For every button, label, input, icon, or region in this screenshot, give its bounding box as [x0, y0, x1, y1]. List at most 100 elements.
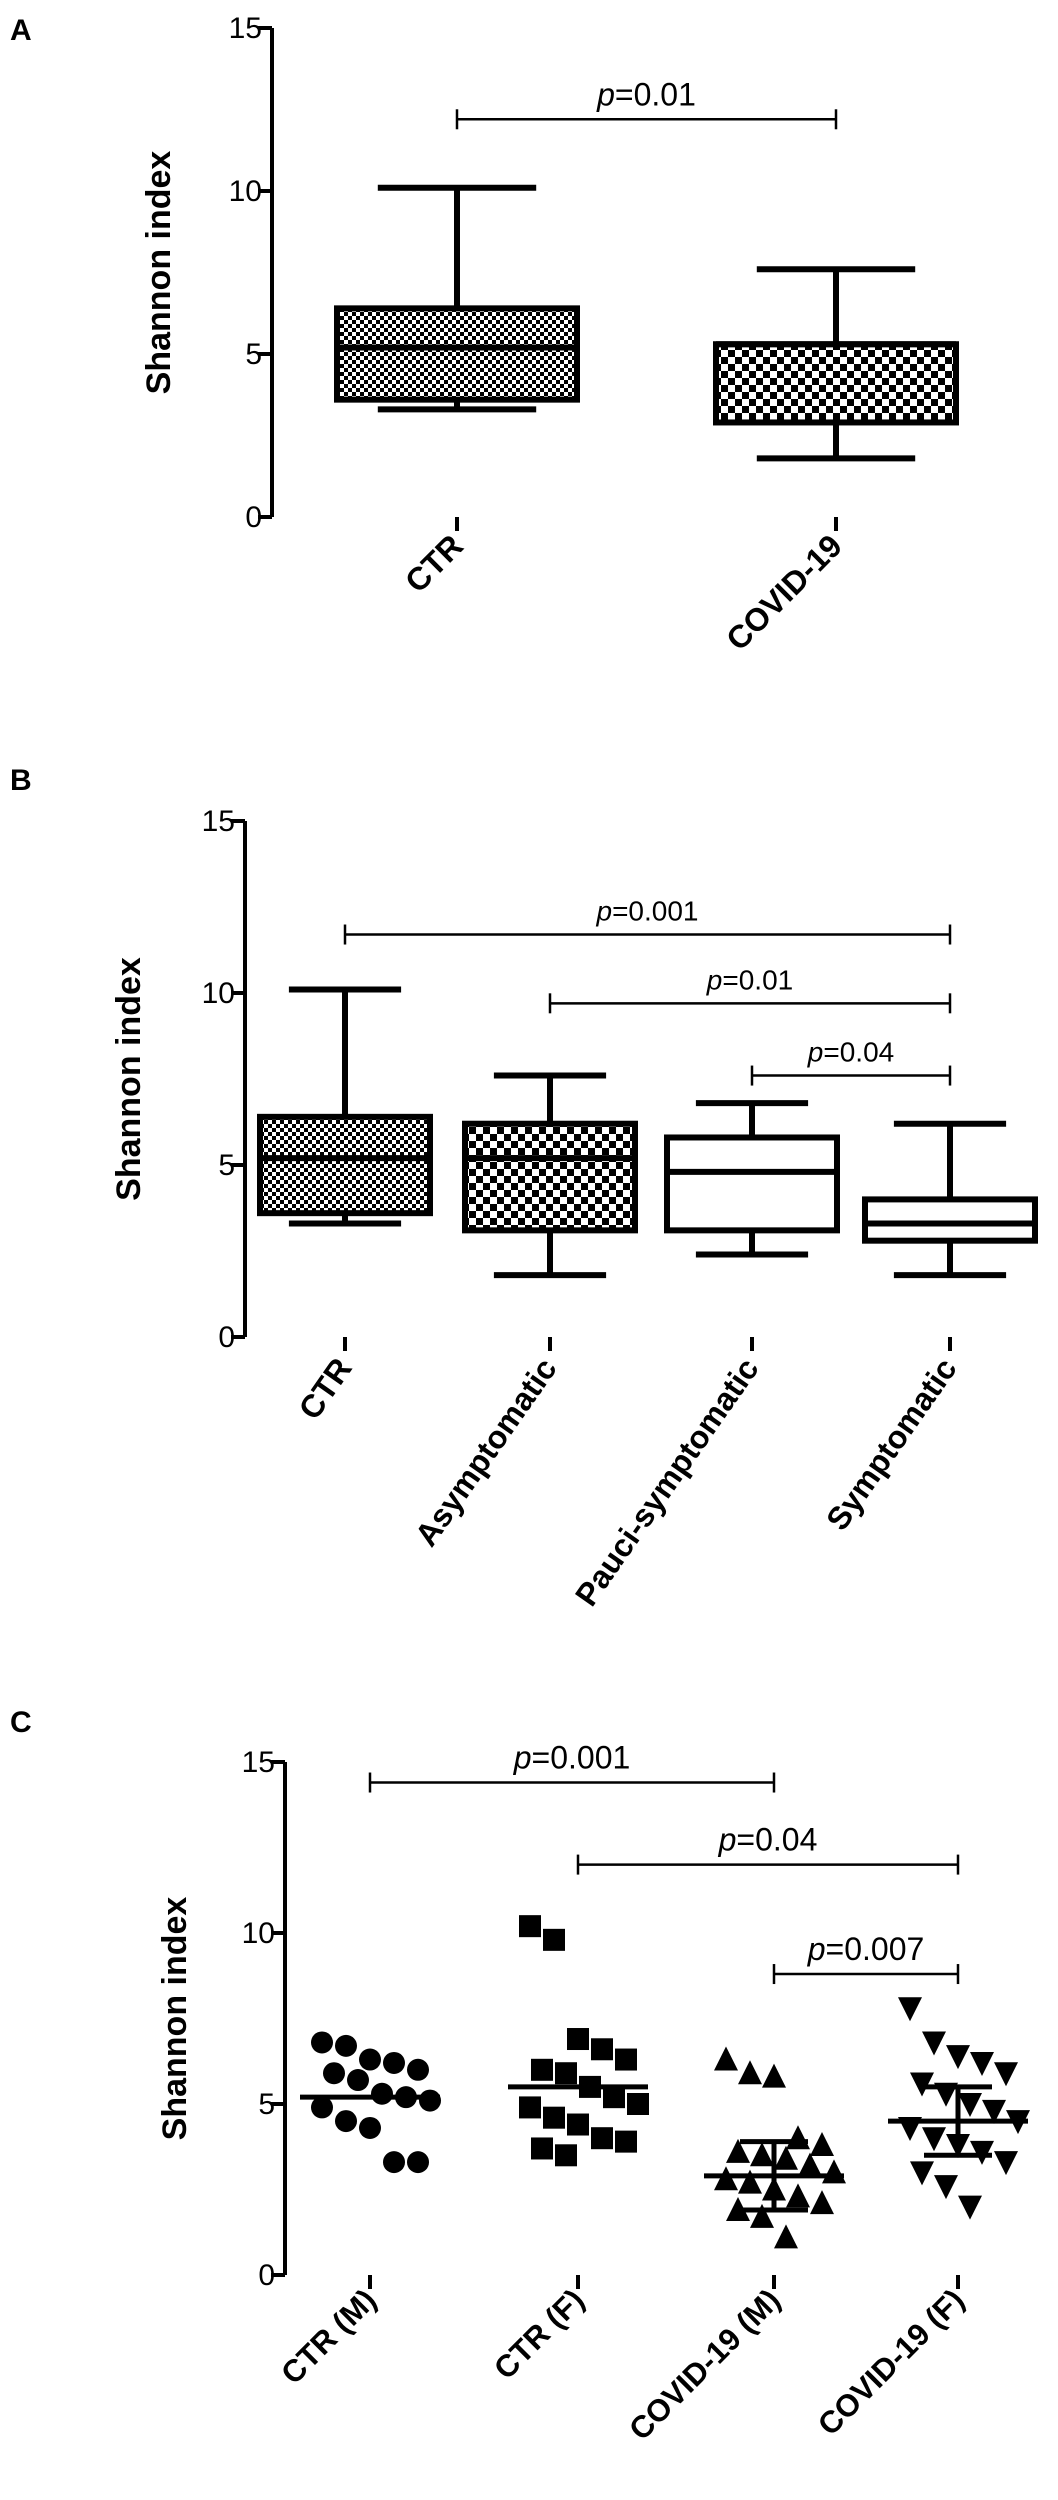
box-ctr: [257, 986, 433, 1227]
data-point: [543, 2106, 565, 2129]
data-point: [774, 2224, 798, 2249]
y-tick-label: 5: [245, 338, 262, 371]
p-value-symbol: p: [513, 1740, 532, 1776]
panel-letter: B: [10, 764, 32, 797]
box-iqr: [713, 341, 959, 426]
x-category-label: CTR: [292, 1351, 359, 1426]
y-tick-label: 0: [245, 501, 262, 534]
data-point: [591, 2127, 613, 2150]
data-point: [822, 2159, 846, 2184]
panel-letter: A: [10, 14, 32, 47]
data-point: [347, 2069, 369, 2092]
data-point: [786, 2183, 810, 2208]
x-category-label: Symptomatic: [819, 1351, 964, 1536]
data-point: [603, 2086, 625, 2109]
x-category-label: COVID-19 (M): [622, 2282, 787, 2447]
panel-a: A 0 5 10 15 Shannon index CTR COVID-19 p=0.01: [10, 12, 959, 657]
box-ctr: [334, 184, 580, 413]
data-point: [750, 2142, 774, 2167]
data-point: [615, 2130, 637, 2153]
data-point: [519, 1915, 541, 1938]
p-value-label: p=0.04: [807, 1037, 894, 1068]
p-value-symbol: p: [807, 1037, 824, 1068]
comparison-bracket: p=0.04: [750, 1037, 952, 1086]
data-point: [311, 2096, 333, 2119]
panel-c: C 0 5 10 15 Shannon index CTR (M) CTR (F) COVID-…: [10, 1706, 1030, 2447]
p-value-number: =0.001: [532, 1740, 631, 1776]
p-value-number: =0.04: [823, 1037, 894, 1068]
y-tick-label: 10: [202, 977, 235, 1010]
y-axis-label: Shannon index: [140, 151, 178, 395]
data-point: [383, 2151, 405, 2174]
data-point: [726, 2197, 750, 2222]
group-covid-19-m-: [704, 2046, 846, 2249]
data-point: [567, 2113, 589, 2136]
data-point: [371, 2082, 393, 2105]
data-point: [359, 2048, 381, 2071]
box-asymptomatic: [462, 1072, 638, 1279]
data-point: [359, 2116, 381, 2139]
data-point: [323, 2062, 345, 2085]
y-tick-label: 15: [229, 12, 262, 45]
comparison-bracket: p=0.001: [343, 896, 952, 945]
y-tick-label: 10: [242, 1917, 275, 1950]
x-category-label: CTR (M): [274, 2282, 383, 2391]
data-point: [958, 2195, 982, 2220]
data-point: [774, 2145, 798, 2170]
data-point: [934, 2175, 958, 2200]
data-point: [311, 2031, 333, 2054]
comparison-bracket: p=0.007: [772, 1931, 960, 1985]
p-value-label: p=0.001: [513, 1740, 631, 1776]
data-point: [994, 2151, 1018, 2176]
data-point: [898, 1997, 922, 2022]
p-value-label: p=0.04: [718, 1822, 818, 1858]
y-tick-label: 15: [242, 1746, 275, 1779]
box-pauci-symptomatic: [664, 1100, 840, 1258]
data-point: [407, 2151, 429, 2174]
x-category-label: Asymptomatic: [408, 1351, 564, 1552]
p-value-number: =0.01: [722, 964, 793, 995]
x-category-label: CTR: [398, 527, 470, 599]
comparison-bracket: p=0.01: [548, 964, 952, 1014]
y-tick-label: 0: [258, 2259, 275, 2292]
comparison-bracket: p=0.01: [455, 76, 838, 130]
data-point: [946, 2045, 970, 2070]
group-ctr-f-: [508, 1915, 649, 2167]
data-point: [531, 2137, 553, 2160]
x-category-label: CTR (F): [487, 2282, 591, 2386]
p-value-symbol: p: [596, 896, 613, 927]
comparison-bracket: p=0.001: [368, 1740, 776, 1793]
data-point: [555, 2144, 577, 2167]
data-point: [591, 2038, 613, 2061]
data-point: [738, 2060, 762, 2085]
p-value-symbol: p: [718, 1822, 737, 1858]
panel-b: B 0 5 10 15 Shannon index CTR Asymptomatic Pauci…: [10, 764, 1038, 1612]
data-point: [738, 2169, 762, 2194]
data-point: [786, 2125, 810, 2150]
y-tick-label: 5: [218, 1149, 235, 1182]
data-point: [810, 2190, 834, 2215]
y-tick-label: 10: [229, 175, 262, 208]
data-point: [922, 2127, 946, 2152]
box-iqr: [862, 1196, 1038, 1244]
data-point: [555, 2062, 577, 2085]
box-iqr: [664, 1134, 840, 1234]
p-value-label: p=0.007: [807, 1931, 925, 1967]
y-tick-label: 0: [218, 1321, 235, 1354]
data-point: [982, 2099, 1006, 2124]
data-point: [910, 2161, 934, 2186]
panel-letter: C: [10, 1706, 32, 1739]
box-iqr: [334, 305, 580, 403]
data-point: [335, 2034, 357, 2057]
data-point: [910, 2072, 934, 2097]
y-tick-label: 5: [258, 2088, 275, 2121]
box-symptomatic: [862, 1120, 1038, 1279]
data-point: [567, 2028, 589, 2051]
data-point: [922, 2031, 946, 2056]
y-axis-label: Shannon index: [156, 1897, 194, 2141]
data-point: [714, 2046, 738, 2071]
data-point: [726, 2138, 750, 2163]
y-axis-label: Shannon index: [110, 957, 148, 1201]
data-point: [519, 2096, 541, 2119]
x-category-label: Pauci-symptomatic: [568, 1351, 766, 1612]
